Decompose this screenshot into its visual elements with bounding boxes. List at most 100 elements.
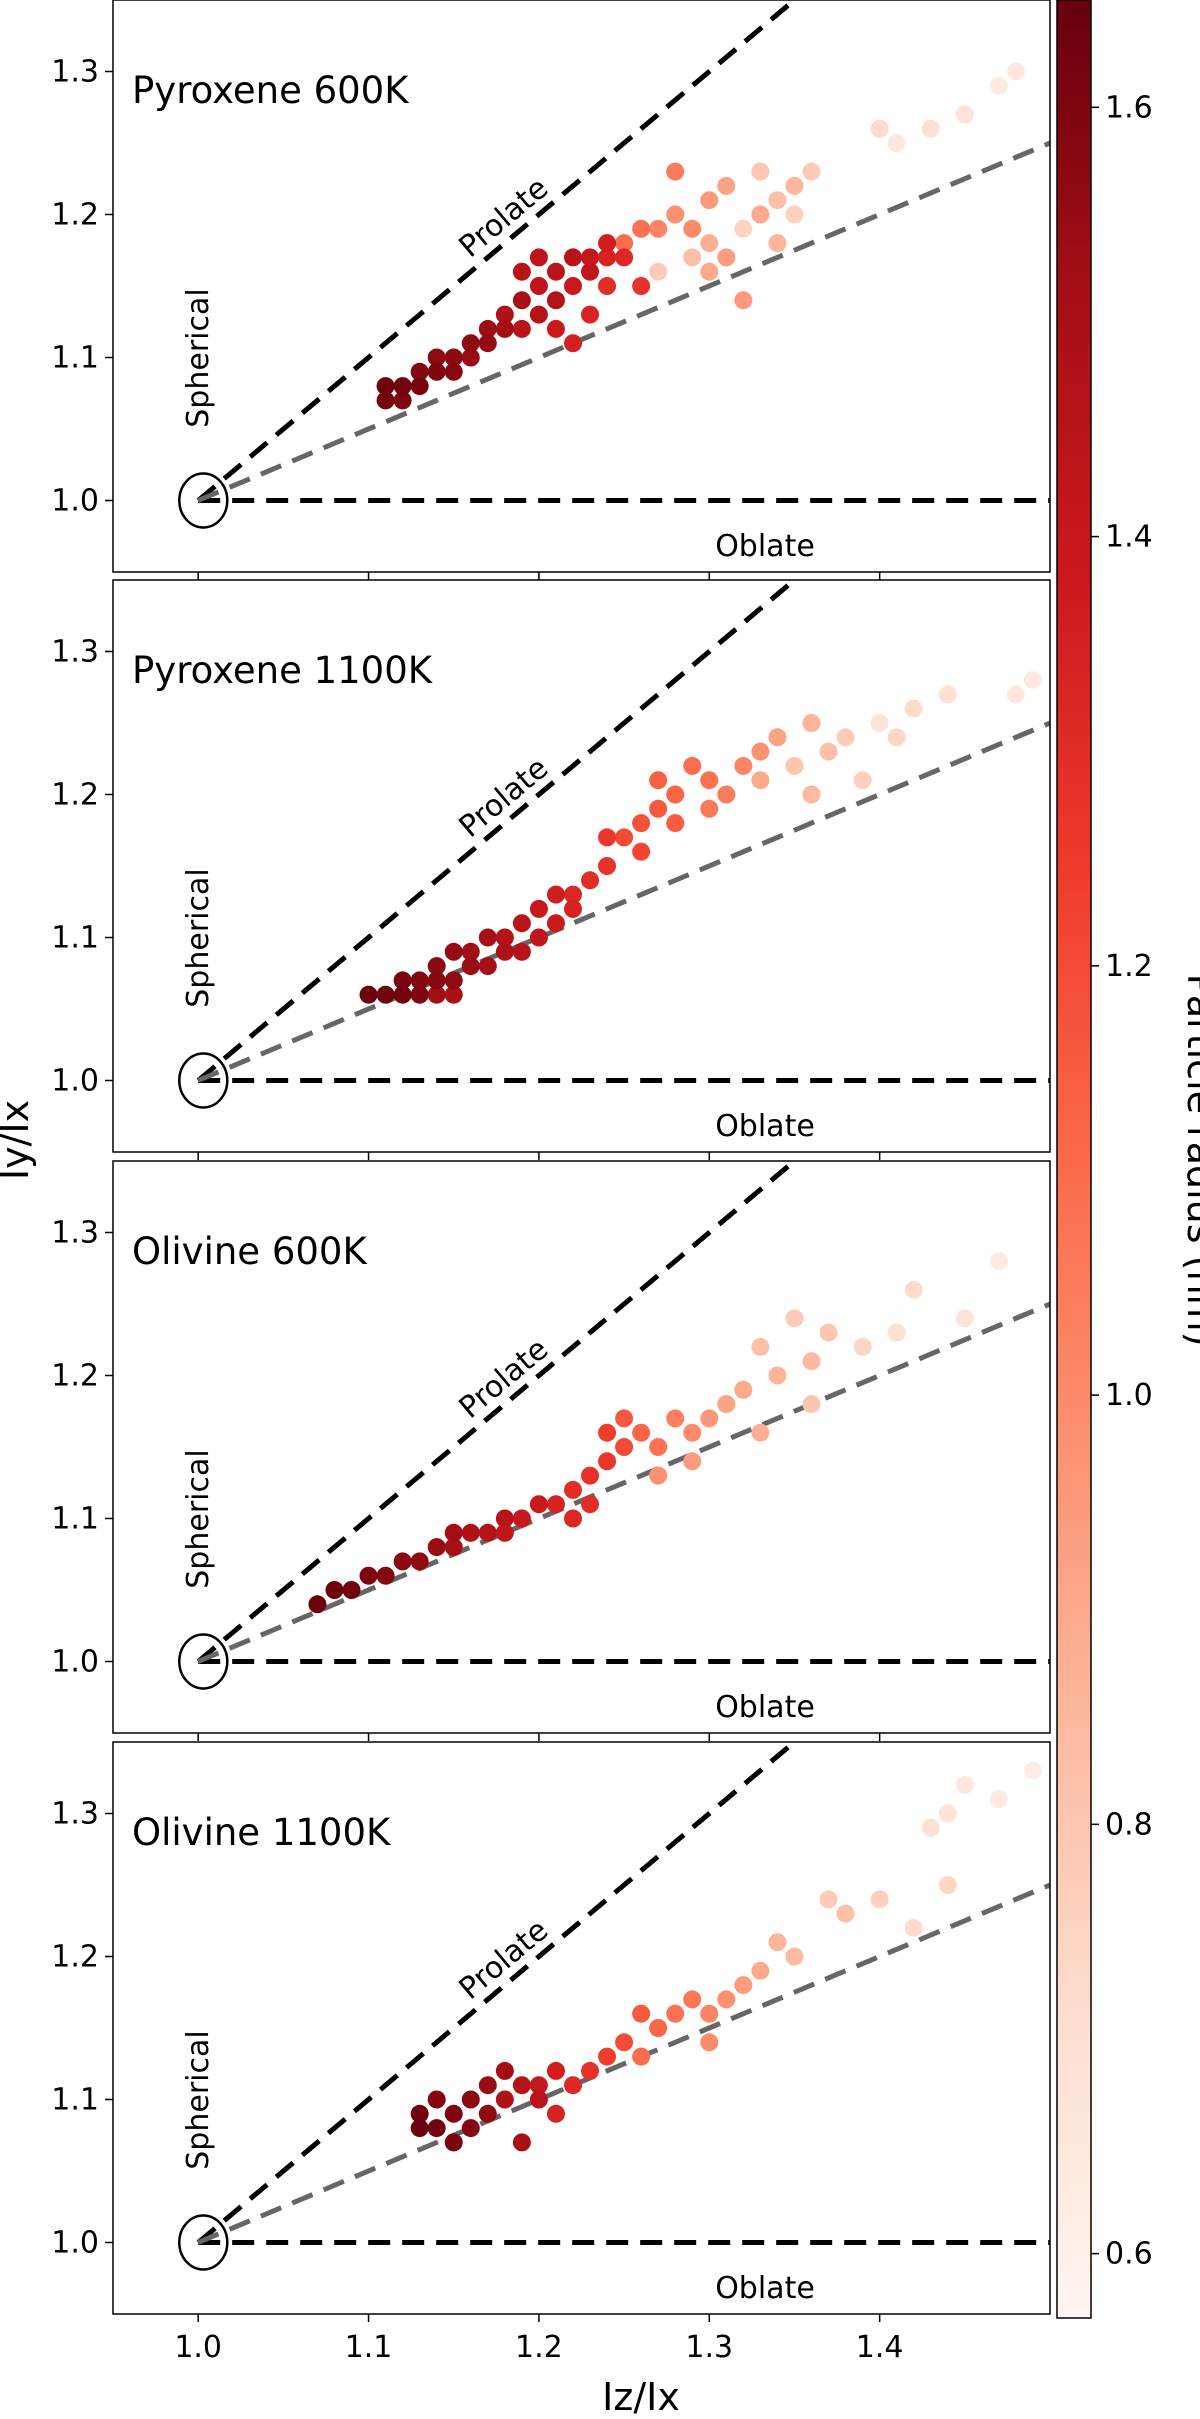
scatter-point bbox=[529, 305, 548, 324]
scatter-point bbox=[649, 771, 668, 790]
scatter-point bbox=[512, 2076, 531, 2095]
prolate-line bbox=[196, 580, 799, 1083]
y-tick-label: 1.1 bbox=[51, 921, 99, 956]
scatter-point bbox=[751, 205, 770, 224]
scatter-point bbox=[989, 76, 1008, 95]
scatter-point bbox=[529, 2076, 548, 2095]
spherical-label: Spherical bbox=[181, 868, 216, 1007]
scatter-point bbox=[836, 728, 855, 747]
panel-frame bbox=[112, 1741, 1051, 2315]
scatter-point bbox=[461, 942, 480, 961]
oblate-label: Oblate bbox=[715, 529, 815, 564]
scatter-point bbox=[461, 957, 480, 976]
scatter-point bbox=[410, 985, 429, 1004]
scatter-point bbox=[427, 348, 446, 367]
scatter-point bbox=[444, 348, 463, 367]
scatter-point bbox=[427, 1538, 446, 1557]
scatter-point bbox=[734, 756, 753, 775]
scatter-point bbox=[632, 814, 651, 833]
scatter-point bbox=[649, 1466, 668, 1485]
scatter-point bbox=[427, 957, 446, 976]
axes-labels: Iz/Ix Iy/Ix bbox=[0, 1100, 680, 2419]
scatter-point bbox=[393, 391, 412, 410]
scatter-point bbox=[376, 377, 395, 396]
scatter-point bbox=[717, 1395, 736, 1414]
scatter-point bbox=[785, 756, 804, 775]
middle-line bbox=[197, 1882, 1050, 2245]
scatter-point bbox=[683, 219, 702, 238]
colorbar-tick-label: 1.2 bbox=[1105, 949, 1153, 984]
panel-plot-area bbox=[178, 580, 1050, 1109]
scatter-point bbox=[989, 1790, 1008, 1809]
scatter-point bbox=[598, 828, 617, 847]
scatter-point bbox=[632, 277, 651, 295]
spherical-circle bbox=[178, 472, 229, 529]
scatter-point bbox=[478, 2104, 497, 2123]
y-tick-label: 1.0 bbox=[51, 2226, 99, 2261]
scatter-point bbox=[955, 1775, 974, 1794]
scatter-point bbox=[427, 971, 446, 990]
prolate-label: Prolate bbox=[453, 751, 556, 845]
panel-frame bbox=[112, 579, 1051, 1153]
scatter-point bbox=[666, 1409, 685, 1428]
scatter-point bbox=[410, 1552, 429, 1571]
scatter-point bbox=[376, 1566, 395, 1585]
spherical-label: Spherical bbox=[181, 288, 216, 427]
scatter-point bbox=[581, 2061, 600, 2080]
x-axis-label: Iz/Ix bbox=[602, 2375, 680, 2419]
panel-frame bbox=[112, 0, 1051, 573]
scatter-point bbox=[444, 942, 463, 961]
scatter-point bbox=[734, 1976, 753, 1995]
middle-line bbox=[197, 140, 1050, 503]
scatter-point bbox=[427, 362, 446, 381]
scatter-point bbox=[802, 785, 821, 804]
scatter-point bbox=[410, 971, 429, 990]
scatter-point bbox=[512, 1509, 531, 1528]
colorbar-tick-label: 1.6 bbox=[1105, 90, 1153, 125]
scatter-point bbox=[529, 928, 548, 947]
panel-plot-area bbox=[178, 0, 1050, 529]
scatter-point bbox=[393, 1552, 412, 1571]
scatter-point bbox=[819, 1890, 838, 1909]
colorbar-label: Particle radius (nm) bbox=[1179, 974, 1200, 1347]
scatter-point bbox=[734, 291, 753, 310]
scatter-point bbox=[700, 2033, 719, 2052]
scatter-point bbox=[819, 1323, 838, 1342]
panel-3: Olivine 600K Prolate Oblate Spherical 1.0 1.1… bbox=[51, 1160, 1051, 1741]
scatter-point bbox=[495, 319, 514, 338]
scatter-point bbox=[870, 119, 889, 138]
scatter-point bbox=[615, 2033, 634, 2052]
scatter-point bbox=[768, 1366, 787, 1385]
y-tick-label: 1.0 bbox=[51, 1064, 99, 1099]
scatter-point bbox=[598, 1423, 617, 1442]
scatter-point bbox=[904, 1918, 923, 1937]
scatter-point bbox=[461, 2119, 480, 2138]
scatter-point bbox=[581, 262, 600, 281]
spherical-label: Spherical bbox=[181, 2030, 216, 2169]
scatter-point bbox=[870, 1890, 889, 1909]
scatter-point bbox=[819, 742, 838, 761]
scatter-point bbox=[785, 1309, 804, 1328]
scatter-point bbox=[563, 277, 582, 295]
scatter-point bbox=[836, 1904, 855, 1923]
scatter-point bbox=[1023, 671, 1042, 690]
scatter-point bbox=[495, 1509, 514, 1528]
scatter-point bbox=[478, 957, 497, 976]
scatter-point bbox=[444, 2104, 463, 2123]
scatter-point bbox=[751, 162, 770, 181]
y-tick-label: 1.2 bbox=[51, 1359, 99, 1394]
scatter-point bbox=[563, 885, 582, 904]
scatter-point bbox=[649, 262, 668, 281]
scatter-point bbox=[615, 1438, 634, 1456]
scatter-point bbox=[700, 1409, 719, 1428]
scatter-point bbox=[632, 2047, 651, 2066]
scatter-point bbox=[410, 362, 429, 381]
scatter-point bbox=[598, 857, 617, 875]
scatter-point bbox=[529, 2090, 548, 2109]
scatter-point bbox=[546, 2104, 565, 2123]
y-tick-label: 1.3 bbox=[51, 1797, 99, 1832]
scatter-point bbox=[1006, 62, 1025, 81]
scatter-point bbox=[427, 2119, 446, 2138]
scatter-point bbox=[700, 234, 719, 253]
scatter-point bbox=[938, 1876, 957, 1894]
